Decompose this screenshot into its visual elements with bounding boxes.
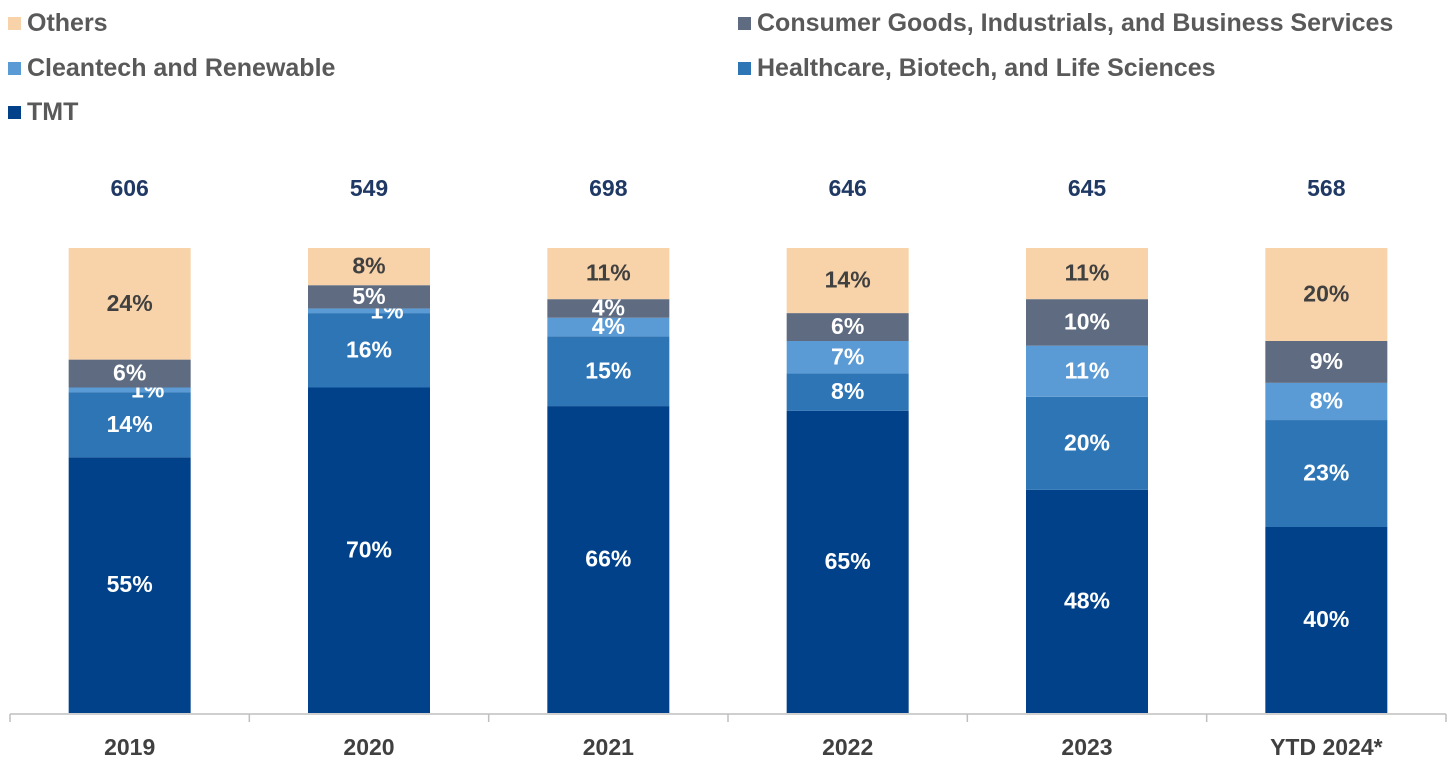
data-label: 23% xyxy=(1303,460,1349,486)
data-label: 8% xyxy=(831,378,864,404)
bar-segment xyxy=(547,248,670,300)
data-label: 11% xyxy=(1065,357,1110,383)
data-label: 7% xyxy=(831,343,864,369)
bar-segment xyxy=(1265,341,1388,383)
x-tick-label: 2020 xyxy=(343,734,394,760)
data-label: 20% xyxy=(1064,429,1110,455)
legend-label: Healthcare, Biotech, and Life Sciences xyxy=(757,54,1216,82)
data-label: 14% xyxy=(107,411,153,437)
total-label: 698 xyxy=(589,175,628,201)
data-label: 40% xyxy=(1303,606,1349,632)
bar-segment xyxy=(68,248,191,360)
data-label: 14% xyxy=(825,267,871,293)
data-label: 9% xyxy=(1310,348,1343,374)
total-label: 549 xyxy=(350,175,388,201)
bar-segment xyxy=(1026,345,1148,397)
data-label: 8% xyxy=(352,253,385,279)
total-label: 568 xyxy=(1307,175,1346,201)
legend-swatch xyxy=(8,62,21,75)
bar-segment xyxy=(308,387,430,713)
x-tick-label: 2023 xyxy=(1061,734,1112,760)
x-tick-label: 2019 xyxy=(104,734,155,760)
data-label: 6% xyxy=(113,360,146,386)
legend-item: Cleantech and Renewable xyxy=(8,54,335,83)
bar-segment xyxy=(1026,299,1148,346)
legend-swatch xyxy=(738,17,751,30)
bar-segment xyxy=(786,248,909,314)
bar-segment xyxy=(68,457,191,713)
data-label: 24% xyxy=(107,290,153,316)
legend-item: Healthcare, Biotech, and Life Sciences xyxy=(738,54,1216,83)
data-label: 15% xyxy=(585,357,631,383)
data-label: 55% xyxy=(107,571,153,597)
bar-segment xyxy=(308,248,430,286)
bar-segment xyxy=(547,317,670,337)
bar-segment xyxy=(1026,489,1148,713)
bar-segment xyxy=(786,341,909,374)
legend-item: Consumer Goods, Industrials, and Busines… xyxy=(738,9,1393,38)
bar-segment xyxy=(1265,420,1388,527)
bar-segment xyxy=(1026,396,1148,490)
legend-swatch xyxy=(738,62,751,75)
legend-item: TMT xyxy=(8,98,78,127)
data-label: 66% xyxy=(585,546,631,572)
x-tick-label: 2021 xyxy=(583,734,634,760)
legend-item: Others xyxy=(8,9,108,38)
data-label: 11% xyxy=(1065,260,1110,286)
total-label: 606 xyxy=(110,175,148,201)
bar-segment xyxy=(308,313,430,388)
data-label: 6% xyxy=(831,313,864,339)
data-label: 11% xyxy=(586,260,631,286)
bar-segment xyxy=(786,313,909,341)
legend-label: TMT xyxy=(27,98,79,126)
legend-swatch xyxy=(8,106,21,119)
data-label: 8% xyxy=(1310,388,1343,414)
x-tick-label: YTD 2024* xyxy=(1270,734,1383,760)
data-label: 20% xyxy=(1303,281,1349,307)
bar-segment xyxy=(68,392,191,458)
legend-label: Cleantech and Renewable xyxy=(27,54,336,82)
bar-segment xyxy=(1026,248,1148,300)
data-label: 16% xyxy=(346,336,392,362)
bar-segment xyxy=(68,387,191,393)
bar-segment xyxy=(547,299,670,318)
bar-segment xyxy=(308,308,430,314)
data-label: 65% xyxy=(825,548,871,574)
bar-segment xyxy=(547,336,670,407)
bar-segment xyxy=(68,359,191,388)
data-label: 70% xyxy=(346,536,392,562)
bar-segment xyxy=(1265,527,1388,713)
data-label: 10% xyxy=(1064,308,1110,334)
legend-label: Consumer Goods, Industrials, and Busines… xyxy=(757,9,1394,37)
data-label: 48% xyxy=(1064,587,1110,613)
total-label: 646 xyxy=(828,175,866,201)
bar-segment xyxy=(1265,382,1388,421)
bar-segment xyxy=(547,406,670,713)
bar-segment xyxy=(786,373,909,411)
bar-segment xyxy=(786,410,909,713)
total-label: 645 xyxy=(1068,175,1107,201)
legend-label: Others xyxy=(27,9,108,37)
legend-swatch xyxy=(8,17,21,30)
bar-segment xyxy=(308,285,430,309)
bar-segment xyxy=(1265,248,1388,341)
x-tick-label: 2022 xyxy=(822,734,873,760)
data-label: 5% xyxy=(352,283,385,309)
